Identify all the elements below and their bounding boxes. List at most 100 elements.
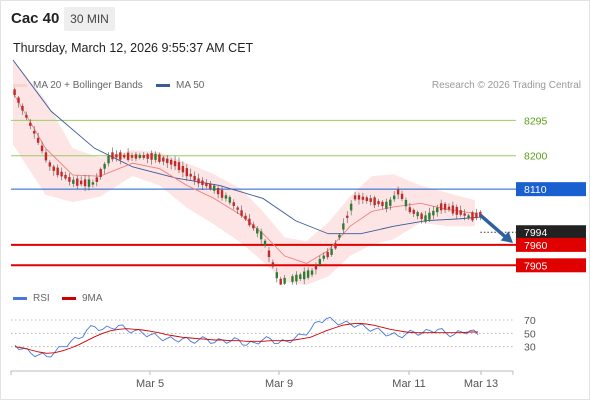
candle-up — [259, 231, 263, 240]
forecast-arrow-shaft — [479, 213, 511, 242]
candle-down — [150, 153, 153, 160]
candle-down — [420, 213, 423, 220]
candle-down — [32, 131, 36, 134]
candle-down — [334, 243, 337, 249]
candle-down — [326, 251, 329, 258]
candle-down — [111, 152, 114, 160]
candle-up — [212, 185, 216, 191]
candle-down — [21, 105, 24, 111]
candle-down — [126, 152, 130, 160]
candle-down — [40, 145, 44, 152]
candle-down — [451, 205, 455, 214]
support-tag-7960 — [516, 237, 586, 252]
candle-down — [13, 89, 16, 95]
candle-down — [79, 180, 83, 185]
candle-down — [48, 162, 52, 167]
candle-up — [310, 270, 314, 275]
candle-down — [36, 137, 40, 143]
candle-down — [52, 166, 55, 171]
candle-up — [154, 153, 157, 160]
candle-up — [342, 223, 345, 230]
candle-down — [185, 168, 189, 177]
candle-down — [173, 160, 177, 167]
x-tick-label: Mar 13 — [464, 378, 498, 390]
rsi-swatch — [13, 297, 27, 300]
rsi-level-label-30: 30 — [524, 342, 536, 354]
candle-down — [197, 178, 200, 184]
rsi-line — [14, 316, 479, 358]
x-tick-label: Mar 11 — [392, 378, 425, 390]
candle-up — [392, 195, 396, 200]
candle-down — [95, 177, 99, 182]
candles-layer — [13, 87, 482, 285]
candle-up — [295, 274, 298, 282]
candle-down — [381, 201, 384, 207]
bollinger-band-area — [13, 60, 475, 285]
candle-up — [87, 179, 91, 187]
candle-down — [119, 152, 122, 160]
timeframe-button[interactable]: 30 MIN — [64, 7, 115, 31]
candle-down — [408, 207, 412, 213]
x-axis: Mar 5 Mar 9 Mar 11 Mar 13 — [10, 370, 514, 390]
credit-text: Research © 2026 Trading Central — [431, 80, 581, 91]
candle-up — [330, 248, 333, 255]
candle-down — [166, 158, 169, 164]
candle-up — [318, 258, 322, 265]
candle-down — [400, 193, 404, 199]
candle-down — [412, 209, 415, 214]
candle-down — [357, 195, 361, 200]
candle-up — [428, 212, 431, 220]
candle-down — [99, 169, 102, 177]
support-tag-7905 — [516, 258, 586, 273]
candle-down — [25, 114, 28, 118]
candle-down — [439, 203, 443, 211]
candle-up — [224, 195, 228, 199]
x-tick-label: Mar 9 — [265, 378, 293, 390]
timestamp: Thursday, March 12, 2026 9:55:37 AM CET — [13, 41, 254, 55]
candle-up — [256, 228, 259, 234]
candle-down — [479, 211, 482, 217]
candle-down — [271, 262, 275, 267]
candle-down — [459, 210, 462, 215]
forecast-arrow-head — [500, 231, 513, 244]
candle-down — [158, 154, 161, 162]
candle-down — [244, 215, 247, 220]
support-label-7960: 7960 — [524, 240, 548, 252]
candle-down — [130, 155, 134, 158]
candle-down — [193, 175, 196, 181]
levels-layer — [11, 119, 516, 267]
candle-down — [220, 190, 224, 198]
candle-down — [365, 197, 369, 202]
candle-down — [346, 215, 349, 218]
candle-down — [396, 189, 400, 195]
candle-up — [299, 274, 302, 279]
legend-ma50-label: MA 50 — [176, 80, 205, 91]
candle-up — [385, 201, 388, 209]
candle-down — [353, 195, 357, 200]
candle-down — [475, 212, 478, 219]
candle-down — [216, 187, 220, 195]
rsi-level-label-50: 50 — [524, 328, 536, 340]
candle-up — [424, 215, 427, 222]
candle-down — [463, 213, 466, 216]
candle-down — [369, 198, 372, 202]
candle-down — [60, 171, 63, 177]
candle-down — [76, 178, 79, 186]
candle-up — [302, 271, 306, 280]
candle-up — [72, 179, 75, 184]
candle-down — [122, 154, 126, 158]
candle-down — [115, 154, 118, 158]
instrument-title: Cac 40 — [11, 10, 60, 27]
legend-rsi: RSI — [13, 293, 50, 304]
candle-up — [349, 203, 353, 211]
candle-down — [252, 224, 255, 229]
candle-down — [279, 278, 282, 285]
candle-down — [189, 173, 192, 177]
candle-up — [263, 240, 267, 246]
candle-down — [142, 155, 145, 158]
candle-down — [377, 201, 380, 205]
candle-down — [29, 122, 32, 126]
